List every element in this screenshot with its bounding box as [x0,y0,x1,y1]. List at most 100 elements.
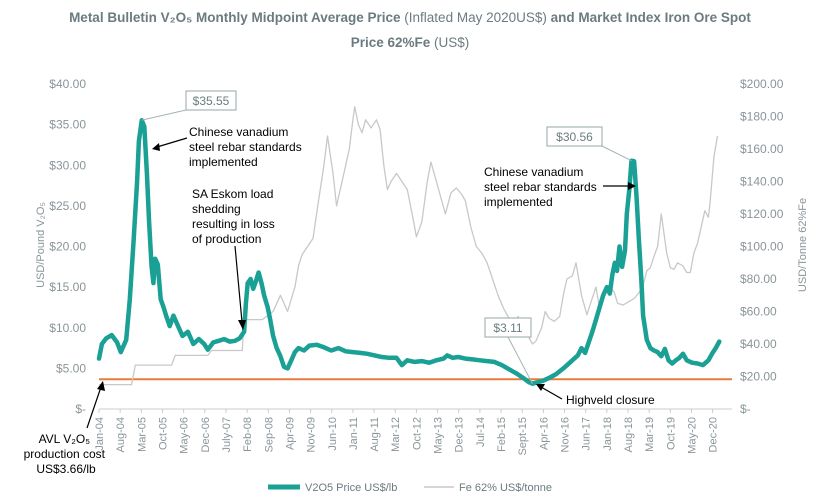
annotation-rebar-2005-line1: Chinese vanadium [189,125,288,139]
arrow-rebar-2005 [156,137,188,148]
chart-title-line2: Price 62%Fe (US$) [351,35,470,50]
annotation-rebar-2018: Chinese vanadium steel rebar standards i… [484,165,600,209]
x-tick-label: Aug-11 [369,417,381,452]
x-axis-ticks: Jan-04 Aug-04 Mar-05 Oct-05 May-06 Dec-06 July… [94,409,720,456]
right-tick-label: $20.00 [740,370,777,384]
left-tick-label: $25.00 [49,199,86,213]
arrow-head-rebar-2005 [152,143,160,151]
annotation-layer: Chinese vanadium steel rebar standards i… [24,125,655,476]
left-tick-label: $35.00 [49,118,86,132]
chart-title: Metal Bulletin V₂O₅ Monthly Midpoint Ave… [69,10,751,25]
arrow-highveld [540,386,563,400]
annotation-eskom-line2: shedding [192,202,241,216]
x-tick-label: Jan-18 [602,417,614,451]
annotation-rebar-2018-line1: Chinese vanadium [484,165,583,179]
x-tick-label: Sept-15 [517,417,529,456]
annotation-eskom-line3: resulting in loss [192,217,275,231]
left-tick-label: $10.00 [49,321,86,335]
left-tick-label: $40.00 [49,77,86,91]
legend-label-v2o5: V2O5 Price US$/lb [305,482,397,494]
right-tick-label: $100.00 [740,240,784,254]
x-tick-label: July-07 [221,417,233,452]
annotation-eskom-line4: of production [192,232,261,246]
arrow-head-highveld [536,384,545,391]
annotation-eskom: SA Eskom load shedding resulting in loss… [192,187,278,246]
chart-title-line2-main: Price 62%Fe [351,35,431,50]
chart-title-main: Metal Bulletin V₂O₅ Monthly Midpoint Ave… [69,10,401,25]
x-tick-label: Aug-04 [115,417,127,452]
arrow-head-eskom [238,320,246,330]
arrow-avl-cost [86,386,102,429]
y-axis-right-label: USD/Tonne 62%Fe [797,198,809,292]
annotation-avl-cost-line3: US$3.66/lb [36,462,96,476]
callout-box [185,90,237,111]
x-tick-label: Jan-11 [348,417,360,450]
chart-title-tail: and Market Index Iron Ore Spot [547,10,752,25]
left-tick-label: $15.00 [49,280,86,294]
x-tick-label: Mar-19 [644,417,656,452]
callout-label: $3.11 [493,321,522,335]
arrow-head-rebar-2018 [628,182,636,190]
chart-title-note: (Inflated May 2020US$) [401,10,547,25]
x-tick-label: Aug-18 [623,417,635,452]
x-tick-label: Feb-15 [496,417,508,452]
y-axis-left-label: USD/Pound V₂O₅ [35,202,47,288]
annotation-avl-cost-line1: AVL V₂O₅ [39,432,91,446]
annotation-rebar-2005-line3: implemented [189,155,258,169]
callout-leader [141,109,187,121]
series-line-v2o5 [96,117,722,386]
legend-label-fe: Fe 62% US$/tonne [459,482,552,494]
annotation-highveld: Highveld closure [566,393,655,407]
arrow-head-avl-cost [97,381,105,391]
annotation-rebar-2005-line2: steel rebar standards [189,140,302,154]
x-tick-label: Jul-14 [475,417,487,447]
x-tick-label: Oct-05 [157,417,169,450]
x-tick-label: Mar-12 [390,417,402,452]
annotation-rebar-2018-line2: steel rebar standards [484,180,597,194]
right-tick-label: $60.00 [740,305,777,319]
x-tick-label: Apr-16 [538,417,550,450]
legend: V2O5 Price US$/lb Fe 62% US$/tonne [268,482,552,494]
callout-box [484,317,532,338]
right-tick-label: $180.00 [740,110,784,124]
right-tick-label: $200.00 [740,77,784,91]
callout-label: $35.55 [193,94,230,108]
x-tick-label: Feb-08 [242,417,254,452]
left-tick-label: $20.00 [49,240,86,254]
x-tick-label: May-20 [686,417,698,454]
callout-label: $30.56 [556,130,593,144]
left-axis-ticks: $- $5.00 $10.00 $15.00 $20.00 $25.00 $30.00 $35… [49,77,86,416]
callout-layer: $35.55 $30.56 $3.11 [141,90,632,384]
x-tick-label: Nov-09 [306,417,318,452]
left-tick-label: $- [75,402,86,416]
right-tick-label: $160.00 [740,142,784,156]
series-line-fe62 [99,106,719,386]
callout-leader [601,145,632,162]
arrow-eskom [234,245,243,323]
callout-leader [507,336,533,384]
right-axis-ticks: $- $20.00 $40.00 $60.00 $80.00 $100.00 $120.00… [740,77,784,416]
chart-title-line2-note: (US$) [430,35,469,50]
annotation-rebar-2018-line3: implemented [484,195,553,209]
annotation-avl-cost: AVL V₂O₅ production cost US$3.66/lb [24,432,109,476]
right-tick-label: $120.00 [740,207,784,221]
x-tick-label: Dec-20 [708,417,720,452]
series-layer [96,106,732,386]
x-tick-label: Oct-19 [665,417,677,450]
x-tick-label: May-13 [433,417,445,454]
x-tick-label: Jun-17 [581,417,593,451]
x-tick-label: Jan-04 [94,417,106,451]
left-tick-label: $30.00 [49,158,86,172]
right-tick-label: $80.00 [740,272,777,286]
right-tick-label: $40.00 [740,337,777,351]
x-tick-label: Oct-12 [411,417,423,450]
left-tick-label: $5.00 [56,361,86,375]
callout-box [546,126,603,147]
x-tick-label: Apr-09 [284,417,296,450]
x-tick-label: Nov-16 [560,417,572,452]
x-tick-label: Jun-10 [327,417,339,451]
x-tick-label: May-06 [179,417,191,454]
x-tick-label: Mar-05 [136,417,148,452]
